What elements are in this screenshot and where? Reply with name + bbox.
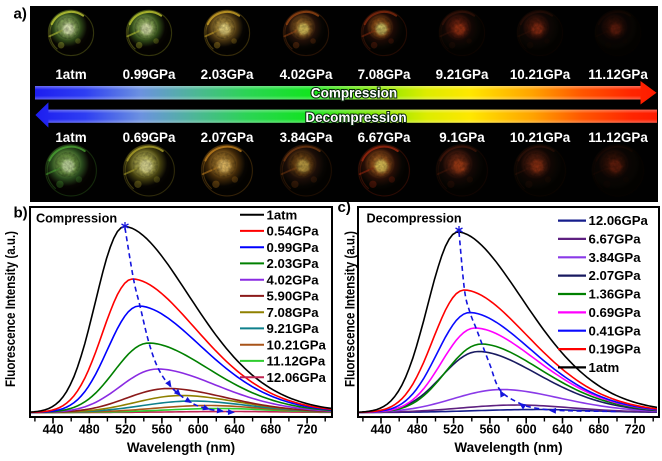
- svg-text:6.67GPa: 6.67GPa: [589, 232, 642, 247]
- svg-text:12.06GPa: 12.06GPa: [267, 370, 327, 385]
- svg-text:520: 520: [443, 423, 464, 437]
- svg-text:2.03GPa: 2.03GPa: [201, 67, 254, 82]
- svg-text:0.69GPa: 0.69GPa: [123, 130, 176, 145]
- svg-text:4.02GPa: 4.02GPa: [280, 67, 333, 82]
- svg-text:720: 720: [297, 423, 318, 437]
- svg-text:4.02GPa: 4.02GPa: [267, 272, 320, 287]
- svg-text:480: 480: [79, 423, 100, 437]
- svg-text:520: 520: [115, 423, 136, 437]
- svg-text:640: 640: [224, 423, 245, 437]
- svg-text:440: 440: [43, 423, 64, 437]
- svg-text:Decompression: Decompression: [367, 212, 462, 226]
- svg-text:a): a): [14, 6, 27, 23]
- svg-text:10.21GPa: 10.21GPa: [510, 130, 571, 145]
- svg-text:9.21GPa: 9.21GPa: [436, 67, 489, 82]
- svg-text:680: 680: [588, 423, 609, 437]
- svg-text:0.69GPa: 0.69GPa: [589, 305, 642, 320]
- svg-text:720: 720: [625, 423, 646, 437]
- svg-text:0.19GPa: 0.19GPa: [589, 342, 642, 357]
- svg-text:0.99GPa: 0.99GPa: [123, 67, 176, 82]
- svg-text:Compression: Compression: [311, 86, 397, 101]
- svg-text:0.54GPa: 0.54GPa: [267, 224, 320, 239]
- svg-text:10.21GPa: 10.21GPa: [267, 337, 327, 352]
- svg-text:12.06GPa: 12.06GPa: [589, 213, 649, 228]
- svg-text:1atm: 1atm: [55, 67, 86, 82]
- svg-text:2.07GPa: 2.07GPa: [201, 130, 254, 145]
- svg-text:Fluorescence Intensity (a.u.): Fluorescence Intensity (a.u.): [3, 231, 18, 387]
- svg-text:Compression: Compression: [36, 212, 117, 226]
- svg-text:0.41GPa: 0.41GPa: [589, 323, 642, 338]
- svg-text:6.67GPa: 6.67GPa: [358, 130, 411, 145]
- svg-text:Fluorescence Intensity (a.u.): Fluorescence Intensity (a.u.): [343, 231, 358, 387]
- svg-text:0.99GPa: 0.99GPa: [267, 240, 320, 255]
- svg-text:11.12GPa: 11.12GPa: [267, 354, 326, 369]
- svg-text:2.07GPa: 2.07GPa: [589, 268, 642, 283]
- svg-text:c): c): [338, 199, 351, 216]
- svg-text:3.84GPa: 3.84GPa: [589, 250, 642, 265]
- svg-text:10.21GPa: 10.21GPa: [510, 67, 571, 82]
- svg-text:9.21GPa: 9.21GPa: [267, 321, 320, 336]
- svg-text:1.36GPa: 1.36GPa: [589, 287, 642, 302]
- svg-text:1atm: 1atm: [589, 360, 620, 375]
- svg-text:9.1GPa: 9.1GPa: [439, 130, 485, 145]
- svg-text:Wavelength (nm): Wavelength (nm): [127, 440, 235, 455]
- svg-text:5.90GPa: 5.90GPa: [267, 289, 320, 304]
- svg-text:b): b): [14, 205, 28, 222]
- svg-text:640: 640: [552, 423, 573, 437]
- svg-text:7.08GPa: 7.08GPa: [358, 67, 411, 82]
- svg-text:11.12GPa: 11.12GPa: [588, 67, 648, 82]
- svg-text:Decompression: Decompression: [305, 110, 406, 125]
- svg-text:440: 440: [371, 423, 392, 437]
- svg-text:560: 560: [151, 423, 172, 437]
- svg-text:3.84GPa: 3.84GPa: [280, 130, 333, 145]
- svg-text:600: 600: [188, 423, 209, 437]
- svg-text:1atm: 1atm: [55, 130, 86, 145]
- svg-text:Wavelength (nm): Wavelength (nm): [454, 440, 562, 455]
- svg-text:480: 480: [407, 423, 428, 437]
- svg-text:1atm: 1atm: [267, 207, 298, 222]
- svg-text:600: 600: [516, 423, 537, 437]
- svg-text:680: 680: [260, 423, 281, 437]
- svg-text:560: 560: [479, 423, 500, 437]
- svg-text:2.03GPa: 2.03GPa: [267, 256, 320, 271]
- svg-text:11.12GPa: 11.12GPa: [588, 130, 648, 145]
- svg-text:7.08GPa: 7.08GPa: [267, 305, 320, 320]
